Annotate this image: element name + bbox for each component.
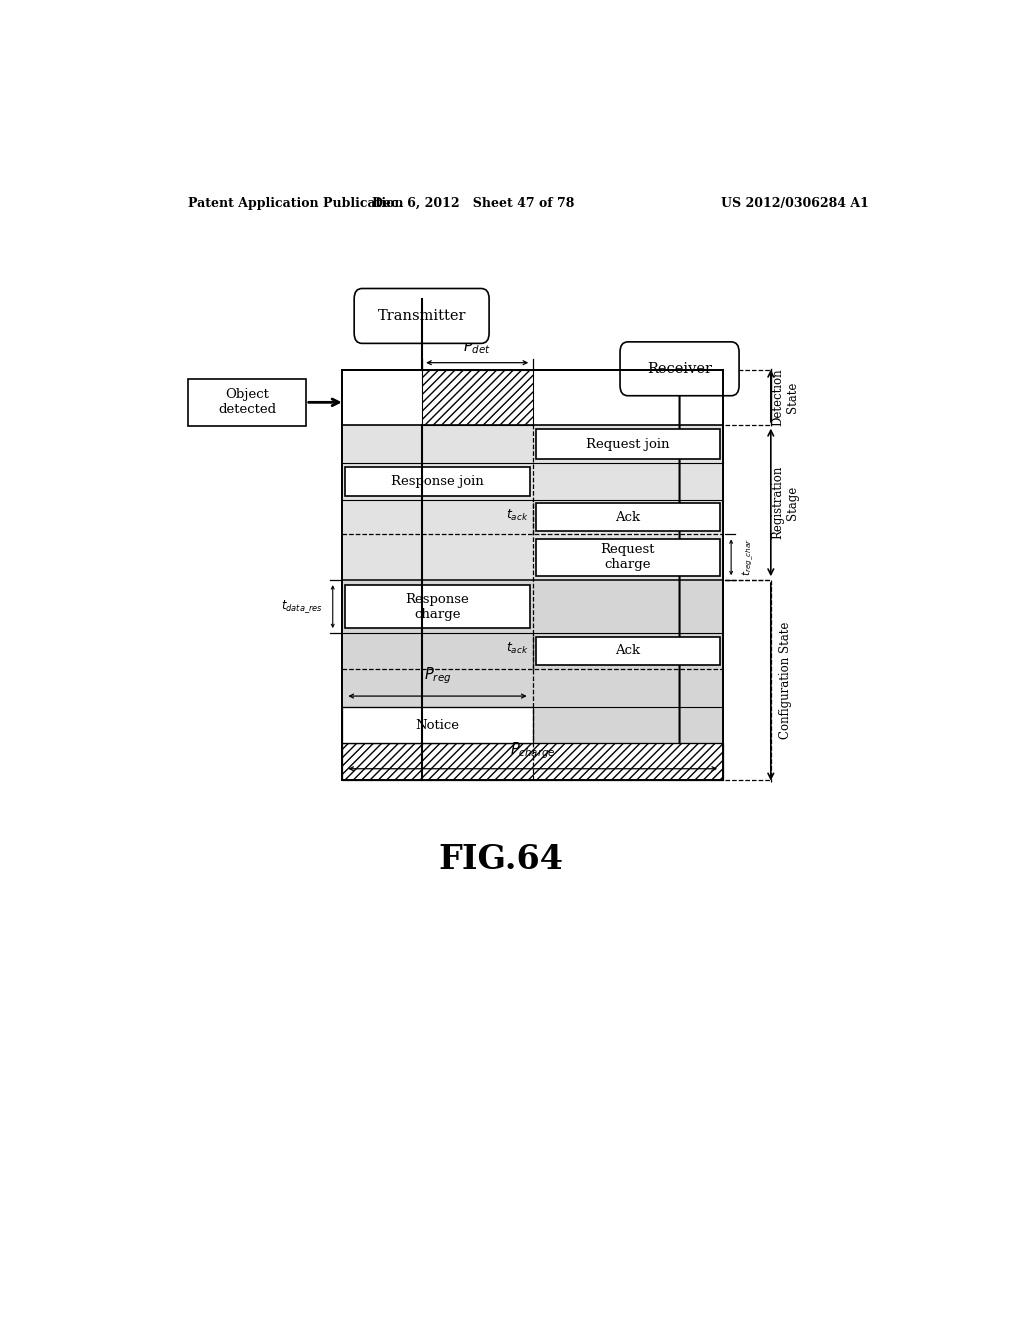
Text: $t_{reg\_char}$: $t_{reg\_char}$ xyxy=(740,539,756,577)
Text: Request join: Request join xyxy=(586,437,670,450)
Bar xyxy=(342,743,723,780)
Text: Detection
State: Detection State xyxy=(771,368,799,426)
Text: Ack: Ack xyxy=(615,644,641,657)
Bar xyxy=(188,379,306,426)
Bar xyxy=(536,503,720,531)
Text: Request
charge: Request charge xyxy=(601,544,655,572)
Text: $t_{ack}$: $t_{ack}$ xyxy=(506,508,528,523)
Text: $t_{ack}$: $t_{ack}$ xyxy=(506,642,528,656)
Bar xyxy=(345,467,529,496)
Bar xyxy=(536,636,720,665)
Bar xyxy=(536,539,720,576)
Text: $P_{reg}$: $P_{reg}$ xyxy=(424,665,452,686)
Text: $P_{det}$: $P_{det}$ xyxy=(463,337,492,355)
Text: Patent Application Publication: Patent Application Publication xyxy=(187,197,403,210)
Text: Registration
Stage: Registration Stage xyxy=(771,466,799,539)
Text: $t_{data\_res}$: $t_{data\_res}$ xyxy=(281,598,323,615)
Bar xyxy=(345,585,529,628)
Bar xyxy=(342,370,723,780)
Bar xyxy=(536,429,720,459)
Bar xyxy=(342,370,723,780)
Text: Object
detected: Object detected xyxy=(218,388,276,416)
Text: Response join: Response join xyxy=(391,475,484,488)
Bar xyxy=(342,425,723,581)
Bar xyxy=(342,370,723,425)
Text: Receiver: Receiver xyxy=(647,362,712,376)
Text: $P_{charge}$: $P_{charge}$ xyxy=(510,741,556,760)
Text: Ack: Ack xyxy=(615,511,641,524)
Bar xyxy=(342,708,532,743)
Text: Notice: Notice xyxy=(416,718,460,731)
Text: Dec. 6, 2012   Sheet 47 of 78: Dec. 6, 2012 Sheet 47 of 78 xyxy=(372,197,574,210)
Text: Transmitter: Transmitter xyxy=(378,309,466,323)
FancyBboxPatch shape xyxy=(354,289,489,343)
Bar xyxy=(422,370,532,425)
Text: US 2012/0306284 A1: US 2012/0306284 A1 xyxy=(721,197,868,210)
Bar xyxy=(342,581,723,780)
FancyBboxPatch shape xyxy=(620,342,739,396)
Text: Configuration State: Configuration State xyxy=(778,622,792,739)
Text: FIG.64: FIG.64 xyxy=(438,843,563,876)
Text: Response
charge: Response charge xyxy=(406,593,469,620)
